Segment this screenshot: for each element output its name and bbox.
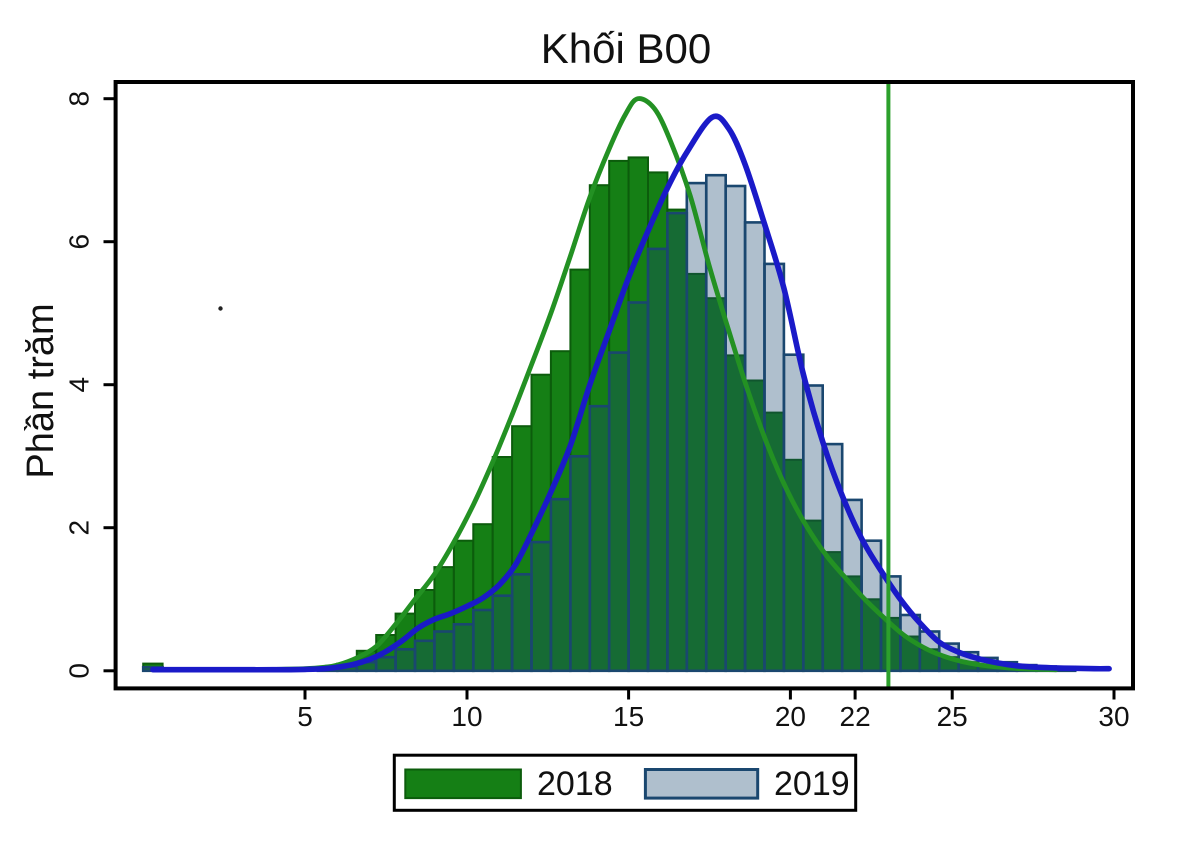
svg-text:5: 5 [297, 701, 313, 732]
svg-text:22: 22 [840, 701, 871, 732]
svg-text:25: 25 [937, 701, 968, 732]
svg-text:4: 4 [64, 377, 95, 393]
svg-text:2018: 2018 [537, 765, 613, 803]
svg-text:10: 10 [451, 701, 482, 732]
svg-text:30: 30 [1098, 701, 1129, 732]
svg-text:6: 6 [64, 234, 95, 250]
svg-text:0: 0 [64, 663, 95, 679]
svg-text:2: 2 [64, 520, 95, 536]
svg-text:2019: 2019 [774, 765, 850, 803]
svg-text:8: 8 [64, 91, 95, 107]
svg-text:Phần trăm: Phần trăm [20, 303, 62, 478]
svg-text:15: 15 [613, 701, 644, 732]
svg-text:Khối B00: Khối B00 [541, 25, 711, 72]
svg-text:20: 20 [775, 701, 806, 732]
